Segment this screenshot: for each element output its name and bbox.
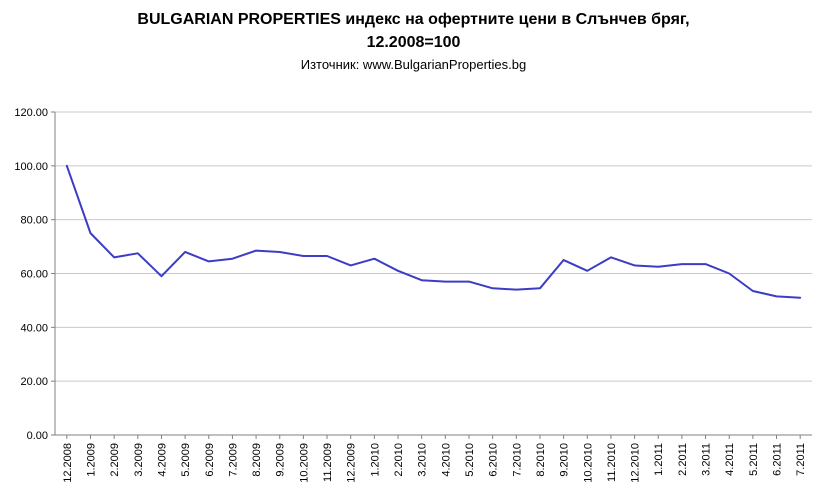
x-tick-label: 10.2010 xyxy=(582,443,594,483)
chart-header: BULGARIAN PROPERTIES индекс на офертните… xyxy=(0,0,827,75)
x-tick-label: 7.2009 xyxy=(227,443,239,477)
y-tick-label: 0.00 xyxy=(27,430,48,442)
x-tick-label: 2.2009 xyxy=(109,443,121,477)
y-tick-label: 80.00 xyxy=(20,215,48,227)
x-tick-label: 3.2009 xyxy=(133,443,145,477)
x-tick-label: 1.2009 xyxy=(85,443,97,477)
chart-source: Източник: www.BulgarianProperties.bg xyxy=(300,57,527,72)
x-tick-label: 12.2009 xyxy=(346,443,358,483)
x-tick-label: 4.2009 xyxy=(156,443,168,477)
x-tick-label: 3.2011 xyxy=(701,443,713,476)
x-tick-label: 1.2010 xyxy=(369,443,381,477)
price-index-line xyxy=(65,164,802,299)
y-tick-label: 120.00 xyxy=(14,107,48,119)
x-tick-label: 3.2010 xyxy=(417,443,429,477)
y-tick-label: 40.00 xyxy=(20,322,48,334)
x-tick-label: 12.2008 xyxy=(62,443,74,483)
x-tick-label: 2.2010 xyxy=(393,443,405,477)
x-tick-label: 4.2010 xyxy=(440,443,452,477)
x-tick-label: 1.2011 xyxy=(653,443,665,476)
chart-title-line-1: BULGARIAN PROPERTIES индекс на офертните… xyxy=(137,11,690,28)
x-tick-label: 6.2011 xyxy=(772,443,784,476)
y-tick-label: 60.00 xyxy=(20,269,48,281)
x-tick-label: 5.2009 xyxy=(180,443,192,477)
x-tick-label: 8.2010 xyxy=(535,443,547,477)
x-tick-label: 2.2011 xyxy=(677,443,689,476)
price-index-line-chart: 0.00 20.00 40.00 60.00 80.00 100.00 120.00 12.2… xyxy=(14,107,812,483)
y-tick-label: 20.00 xyxy=(20,376,48,388)
x-tick-label: 9.2009 xyxy=(275,443,287,477)
x-tick-label: 9.2010 xyxy=(559,443,571,477)
x-tick-label: 5.2011 xyxy=(748,443,760,476)
x-tick-label: 4.2011 xyxy=(724,443,736,476)
chart-title-line-2: 12.2008=100 xyxy=(366,34,461,51)
x-tick-label: 5.2010 xyxy=(464,443,476,477)
x-tick-label: 7.2010 xyxy=(511,443,523,477)
x-tick-label: 6.2010 xyxy=(488,443,500,477)
x-tick-label: 7.2011 xyxy=(795,443,807,476)
x-tick-label: 6.2009 xyxy=(204,443,216,477)
x-tick-label: 11.2010 xyxy=(606,443,618,482)
y-tick-label: 100.00 xyxy=(14,161,48,173)
x-tick-label: 10.2009 xyxy=(298,443,310,483)
x-tick-label: 11.2009 xyxy=(322,443,334,482)
x-tick-label: 12.2010 xyxy=(630,443,642,483)
x-tick-label: 8.2009 xyxy=(251,443,263,477)
